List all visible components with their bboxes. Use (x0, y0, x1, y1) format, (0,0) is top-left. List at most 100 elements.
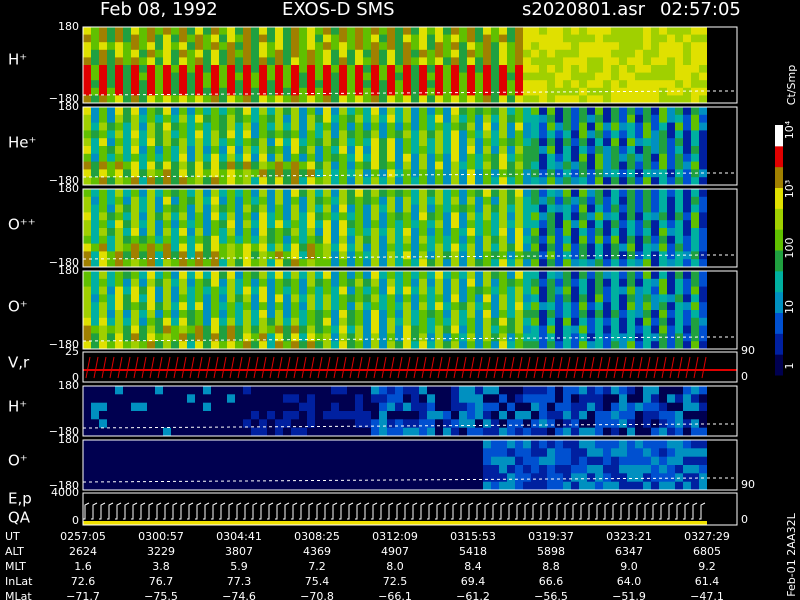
spectrogram-cell (507, 456, 515, 466)
spectrogram-cell (387, 243, 395, 252)
spectrogram-cell (467, 394, 475, 404)
spectrogram-cell (547, 196, 555, 206)
spectrogram-cell (291, 251, 299, 260)
spectrogram-cell (331, 386, 339, 395)
spectrogram-cell (563, 243, 571, 252)
spectrogram-cell (403, 95, 411, 104)
spectrogram-cell (291, 220, 299, 229)
spectrogram-cell (123, 419, 131, 429)
spectrogram-cell (427, 130, 435, 139)
spectrogram-cell (203, 153, 211, 163)
spectrogram-cell (371, 333, 379, 342)
spectrogram-cell (411, 27, 419, 36)
spectrogram-cell (475, 294, 483, 303)
spectrogram-cell (475, 251, 483, 260)
spectrogram-cell (251, 386, 259, 395)
spectrogram-cell (307, 196, 315, 206)
spectrogram-cell (131, 317, 139, 327)
spectrogram-cell (291, 189, 299, 198)
spectrogram-cell (643, 95, 651, 104)
spectrogram-cell (355, 107, 363, 116)
spectrogram-cell (443, 130, 451, 139)
spectrogram-cell (251, 169, 259, 178)
spectrogram-cell (411, 130, 419, 139)
spectrogram-cell (387, 34, 395, 43)
spectrogram-cell (491, 243, 499, 252)
spectrogram-cell (331, 153, 339, 163)
spectrogram-cell (187, 448, 195, 458)
spectrogram-cell (251, 302, 259, 311)
spectrogram-cell (291, 138, 299, 147)
spectrogram-cell (475, 95, 483, 104)
spectrogram-cell (147, 271, 155, 280)
table-cell: 66.6 (539, 575, 564, 588)
table-cell: 1.6 (74, 560, 92, 573)
spectrogram-cell (675, 386, 683, 395)
spectrogram-cell (619, 189, 627, 198)
spectrogram-cell (195, 259, 203, 268)
spectrogram-cell (491, 419, 499, 429)
spectrogram-cell (331, 243, 339, 252)
spectrogram-cell (427, 243, 435, 252)
row-label: UT (5, 530, 20, 543)
spectrogram-cell (579, 259, 587, 268)
spectrogram-cell (339, 310, 347, 319)
spectrogram-cell (219, 317, 227, 327)
spectrogram-cell (619, 220, 627, 229)
spectrogram-cell (643, 440, 651, 449)
spectrogram-cell (83, 212, 91, 221)
spectrogram-cell (427, 411, 435, 420)
spectrogram-cell (387, 161, 395, 170)
spectrogram-cell (347, 448, 355, 458)
spectrogram-cell (483, 65, 491, 74)
spectrogram-cell (323, 204, 331, 213)
spectrogram-cell (219, 278, 227, 288)
table-cell: 3807 (225, 545, 253, 558)
spectrogram-cell (627, 386, 635, 395)
spectrogram-cell (283, 212, 291, 221)
spectrogram-cell (171, 220, 179, 229)
spectrogram-cell (699, 341, 707, 350)
spectrogram-cell (195, 146, 203, 155)
spectrogram-cell (363, 427, 371, 437)
spectrogram-cell (107, 107, 115, 116)
spectrogram-cell (411, 411, 419, 420)
spectrogram-cell (259, 259, 267, 268)
spectrogram-cell (627, 107, 635, 116)
spectrogram-cell (475, 27, 483, 36)
spectrogram-cell (667, 146, 675, 155)
spectrogram-cell (243, 161, 251, 170)
spectrogram-cell (443, 65, 451, 74)
spectrogram-cell (403, 440, 411, 449)
spectrogram-cell (131, 228, 139, 237)
spectrogram-cell (587, 153, 595, 163)
spectrogram-cell (131, 386, 139, 395)
spectrogram-cell (587, 251, 595, 260)
spectrogram-cell (323, 481, 331, 491)
axis-label-bottom: −180 (49, 92, 79, 105)
spectrogram-cell (571, 325, 579, 334)
spectrogram-cell (459, 153, 467, 163)
spectrogram-cell (371, 42, 379, 51)
spectrogram-cell (475, 473, 483, 483)
spectrogram-cell (587, 177, 595, 186)
spectrogram-cell (571, 122, 579, 131)
spectrogram-cell (523, 465, 531, 474)
spectrogram-cell (571, 177, 579, 186)
spectrogram-cell (387, 107, 395, 116)
spectrogram-cell (107, 419, 115, 429)
spectrogram-cell (667, 228, 675, 237)
spectrogram-cell (675, 212, 683, 221)
spectrogram-cell (99, 49, 107, 58)
spectrogram-cell (499, 448, 507, 458)
panel-label: H⁺ (8, 51, 27, 69)
spectrogram-cell (163, 411, 171, 420)
spectrogram-cell (483, 189, 491, 198)
spectrogram-cell (651, 310, 659, 319)
spectrogram-cell (523, 333, 531, 342)
spectrogram-cell (123, 465, 131, 474)
axis-label-top: 180 (58, 433, 79, 446)
spectrogram-cell (363, 235, 371, 245)
spectrogram-cell (699, 146, 707, 155)
spectrogram-cell (475, 325, 483, 334)
